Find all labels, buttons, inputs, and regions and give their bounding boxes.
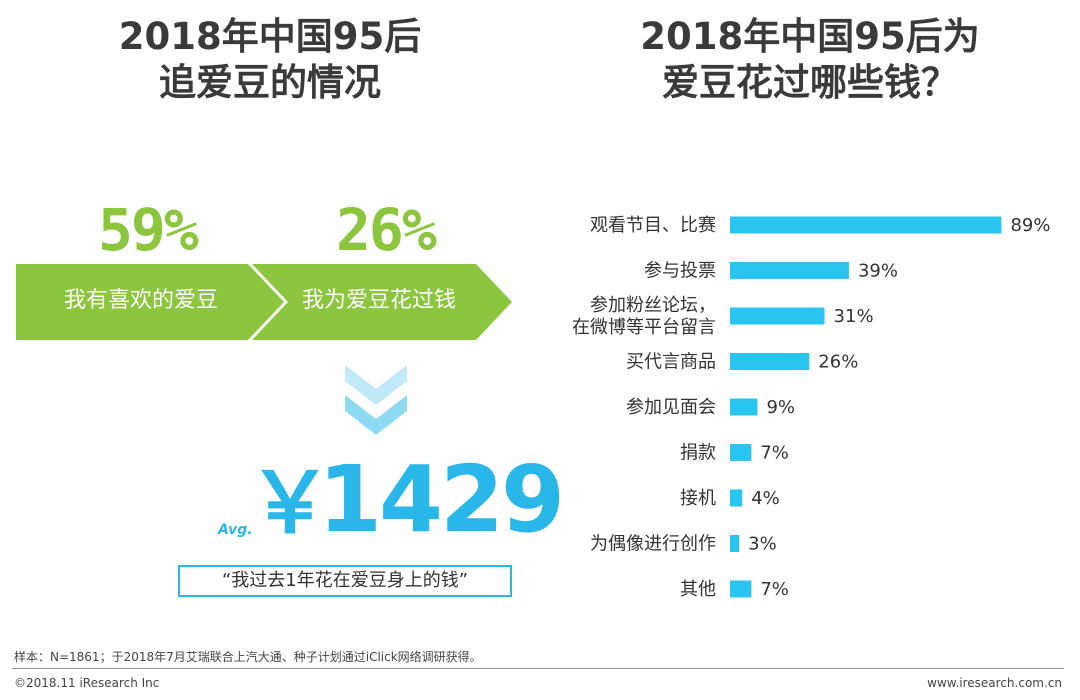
category-label-4: 参加见面会 xyxy=(626,397,716,418)
category-label-0: 观看节目、比赛 xyxy=(590,215,716,236)
right-title: 2018年中国95后为 爱豆花过哪些钱？ xyxy=(560,14,1060,106)
bar-7 xyxy=(730,535,740,552)
left-title-line2: 追爱豆的情况 xyxy=(159,61,381,104)
value-label-3: 26% xyxy=(818,352,858,373)
funnel-arrows xyxy=(16,264,512,340)
copyright: ©2018.11 iResearch Inc xyxy=(14,676,160,690)
category-label-5: 捐款 xyxy=(680,443,716,464)
category-label-7: 为偶像进行创作 xyxy=(590,534,716,555)
value-label-6: 4% xyxy=(751,488,780,509)
category-label-1: 参与投票 xyxy=(644,261,716,282)
spent-money-percent: 26% xyxy=(336,196,437,264)
value-label-1: 39% xyxy=(858,261,898,282)
amount-description: “我过去1年花在爱豆身上的钱” xyxy=(178,565,512,597)
average-amount: 1429 xyxy=(318,446,565,553)
bar-0 xyxy=(730,216,1002,234)
value-label-2: 31% xyxy=(834,306,874,327)
bar-8 xyxy=(730,580,752,598)
category-label-2: 参加粉丝论坛，在微博等平台留言 xyxy=(572,295,716,338)
arrow-step-1-label: 我有喜欢的爱豆 xyxy=(63,288,218,313)
value-label-5: 7% xyxy=(760,443,789,464)
arrow-step-2 xyxy=(252,264,512,340)
value-label-7: 3% xyxy=(748,534,777,555)
chevron-down-icon xyxy=(345,365,407,435)
bar-6 xyxy=(730,489,743,507)
website-link[interactable]: www.iresearch.com.cn xyxy=(927,676,1062,690)
bar-3 xyxy=(730,353,810,370)
sample-note: 样本：N=1861；于2018年7月艾瑞联合上汽大通、种子计划通过iClick网… xyxy=(14,650,482,664)
yen-symbol: ￥ xyxy=(248,454,333,552)
bar-2 xyxy=(730,307,825,325)
category-label-6: 接机 xyxy=(680,488,716,509)
bar-4 xyxy=(730,398,758,416)
like-idol-percent: 59% xyxy=(98,196,199,264)
category-label-8: 其他 xyxy=(680,579,716,600)
value-label-8: 7% xyxy=(760,579,789,600)
left-title: 2018年中国95后 追爱豆的情况 xyxy=(60,14,480,106)
value-label-4: 9% xyxy=(766,397,795,418)
bar-1 xyxy=(730,262,849,279)
right-title-line1: 2018年中国95后为 xyxy=(640,15,980,58)
category-label-3: 买代言商品 xyxy=(626,352,716,373)
right-title-line2: 爱豆花过哪些钱？ xyxy=(662,61,958,104)
value-label-0: 89% xyxy=(1010,215,1050,236)
footer-divider xyxy=(12,668,1064,669)
arrow-step-1 xyxy=(16,264,284,340)
bar-5 xyxy=(730,444,752,461)
arrow-step-2-label: 我为爱豆花过钱 xyxy=(301,288,456,313)
left-title-line1: 2018年中国95后 xyxy=(118,15,422,58)
avg-label: Avg. xyxy=(218,522,253,538)
spending-bar-chart: 89% 观看节目、比赛 39% 参与投票 31% 参加粉丝论坛，在微博等平台留言 26% 买代… xyxy=(572,215,1050,600)
